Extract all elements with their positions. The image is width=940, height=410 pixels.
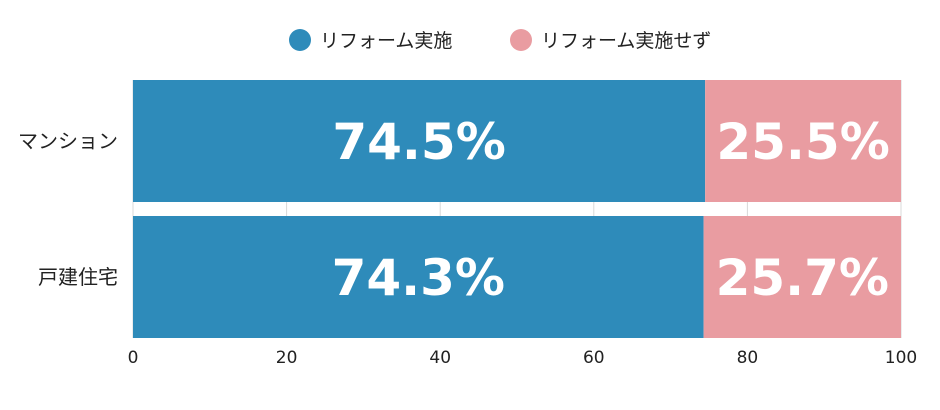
data-label: 74.3% bbox=[332, 249, 505, 307]
data-label: 25.5% bbox=[716, 113, 889, 171]
legend-swatch bbox=[289, 29, 311, 51]
data-label: 74.5% bbox=[332, 113, 505, 171]
data-label: 25.7% bbox=[716, 249, 889, 307]
legend-label: リフォーム実施せず bbox=[541, 30, 711, 52]
x-tick-label: 80 bbox=[737, 348, 759, 368]
x-tick-label: 100 bbox=[885, 348, 917, 368]
bar-segment-reform-2 bbox=[133, 216, 704, 338]
legend: リフォーム実施 リフォーム実施せず bbox=[289, 29, 711, 52]
category-label: 戸建住宅 bbox=[38, 265, 118, 289]
bar-segment-reform-1 bbox=[133, 80, 706, 202]
bar-segment-no-reform-1 bbox=[705, 80, 901, 202]
bar-segment-no-reform-2 bbox=[703, 216, 901, 338]
x-tick-label: 40 bbox=[429, 348, 451, 368]
x-tick-label: 60 bbox=[583, 348, 605, 368]
x-axis-tick-labels: 0 20 40 60 80 100 bbox=[128, 348, 918, 368]
x-tick-label: 0 bbox=[128, 348, 139, 368]
legend-label: リフォーム実施 bbox=[320, 30, 452, 52]
legend-swatch bbox=[510, 29, 532, 51]
category-label: マンション bbox=[18, 129, 118, 153]
x-tick-label: 20 bbox=[276, 348, 298, 368]
bars: 74.5% 25.5% 74.3% 25.7% bbox=[133, 80, 901, 338]
